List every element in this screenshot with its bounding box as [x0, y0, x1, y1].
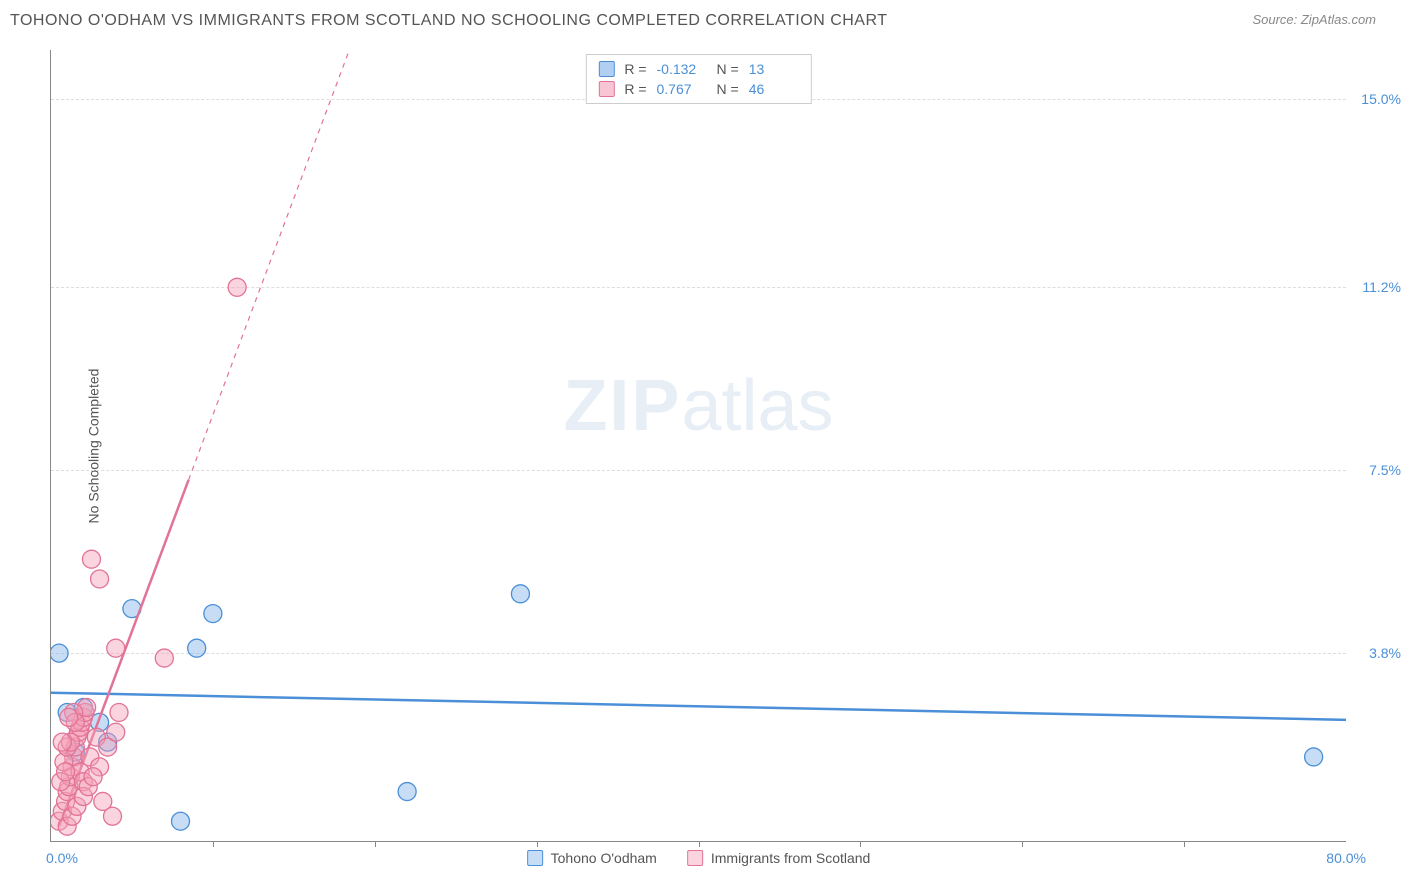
data-point [110, 703, 128, 721]
y-tick-label: 7.5% [1369, 462, 1401, 478]
n-value: 13 [749, 61, 799, 77]
legend-series-name: Tohono O'odham [551, 850, 657, 866]
r-label: R = [624, 61, 646, 77]
legend-row: R = 0.767 N = 46 [598, 79, 798, 99]
x-tick [375, 841, 376, 847]
legend-swatch [598, 81, 614, 97]
r-value: 0.767 [657, 81, 707, 97]
y-tick-label: 3.8% [1369, 645, 1401, 661]
data-point [91, 570, 109, 588]
data-point [53, 733, 71, 751]
data-point [82, 550, 100, 568]
data-point [188, 639, 206, 657]
r-value: -0.132 [657, 61, 707, 77]
legend-item: Immigrants from Scotland [687, 850, 871, 866]
y-tick-label: 15.0% [1361, 91, 1401, 107]
data-point [57, 763, 75, 781]
x-tick [1184, 841, 1185, 847]
data-point [398, 783, 416, 801]
n-label: N = [717, 81, 739, 97]
legend-row: R = -0.132 N = 13 [598, 59, 798, 79]
legend-swatch [687, 850, 703, 866]
data-point [51, 644, 68, 662]
data-point [155, 649, 173, 667]
x-tick [1022, 841, 1023, 847]
trend-line [51, 693, 1346, 720]
y-tick-label: 11.2% [1362, 279, 1401, 295]
legend-item: Tohono O'odham [527, 850, 657, 866]
data-point [172, 812, 190, 830]
source-attribution: Source: ZipAtlas.com [1252, 12, 1376, 27]
trend-line-dashed [189, 50, 359, 480]
r-label: R = [624, 81, 646, 97]
data-point [511, 585, 529, 603]
x-tick [213, 841, 214, 847]
data-point [60, 708, 78, 726]
plot-area: No Schooling Completed ZIPatlas R = -0.1… [50, 50, 1346, 842]
data-point [107, 723, 125, 741]
x-tick [699, 841, 700, 847]
x-tick [537, 841, 538, 847]
series-legend: Tohono O'odham Immigrants from Scotland [527, 850, 871, 866]
data-point [104, 807, 122, 825]
n-value: 46 [749, 81, 799, 97]
legend-swatch [527, 850, 543, 866]
legend-swatch [598, 61, 614, 77]
x-axis-min-label: 0.0% [46, 850, 78, 866]
chart-title: TOHONO O'ODHAM VS IMMIGRANTS FROM SCOTLA… [10, 12, 888, 30]
data-point [84, 768, 102, 786]
data-point [228, 278, 246, 296]
data-point [1305, 748, 1323, 766]
x-tick [860, 841, 861, 847]
correlation-legend: R = -0.132 N = 13 R = 0.767 N = 46 [585, 54, 811, 104]
n-label: N = [717, 61, 739, 77]
scatter-svg [51, 50, 1346, 841]
legend-series-name: Immigrants from Scotland [711, 850, 871, 866]
data-point [204, 605, 222, 623]
x-axis-max-label: 80.0% [1326, 850, 1366, 866]
data-point [107, 639, 125, 657]
